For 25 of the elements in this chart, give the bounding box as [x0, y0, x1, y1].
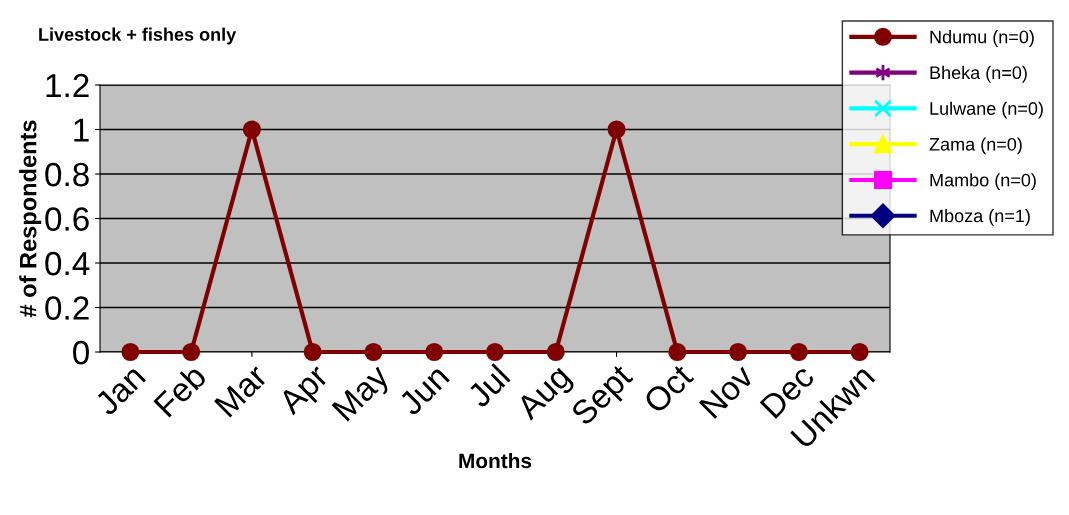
x-tick-label: Jan	[93, 364, 147, 417]
legend-label: Lulwane (n=0)	[930, 101, 1043, 119]
x-tick-label: Jul	[465, 363, 511, 409]
legend-label: Mambo (n=0)	[930, 173, 1036, 191]
x-tick-label: Nov	[698, 362, 756, 420]
x-axis-title: Months	[459, 452, 532, 469]
legend-label: Ndumu (n=0)	[930, 30, 1034, 47]
legend-label: Bheka (n=0)	[930, 65, 1027, 83]
legend-label: Zama (n=0)	[929, 137, 1022, 155]
y-axis-title: # of Respondents	[19, 120, 42, 318]
chart-title: Livestock + fishes only	[39, 27, 237, 45]
x-tick-label: Feb	[152, 362, 208, 418]
x-tick-label: Oct	[642, 362, 695, 415]
y-tick-label: 0.2	[45, 296, 89, 320]
x-tick-label: May	[331, 362, 396, 427]
x-tick-label: Apr	[276, 366, 330, 416]
y-tick-label: 0	[73, 340, 89, 365]
y-tick-label: 0.4	[45, 251, 90, 276]
x-tick-label: Mar	[214, 362, 269, 418]
x-tick-label: Jun	[397, 364, 451, 417]
y-tick-label: 0.6	[45, 207, 89, 231]
legend-label: Mboza (n=1)	[930, 209, 1030, 226]
y-tick-label: 0.8	[45, 162, 89, 187]
y-tick-label: 1.2	[46, 73, 89, 98]
y-tick-label: 1	[74, 118, 89, 142]
